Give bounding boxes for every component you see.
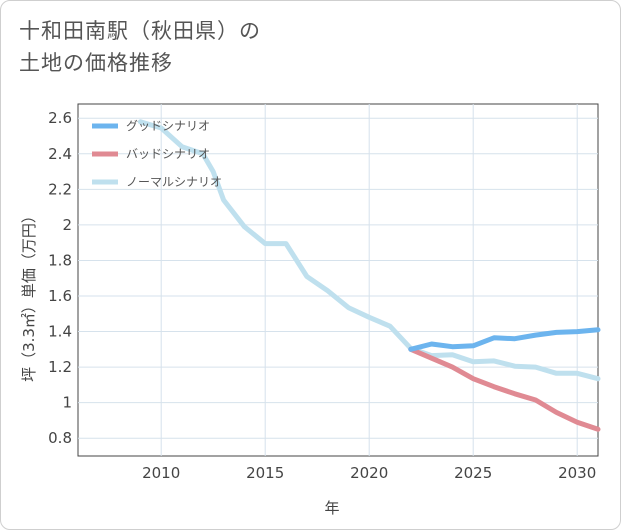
y-tick-label: 1.8 (48, 251, 72, 269)
legend-label: バッドシナリオ (126, 147, 210, 161)
y-axis-label: 坪（3.3㎡）単価（万円） (20, 208, 38, 382)
series-line-0 (408, 327, 601, 352)
y-tick-label: 2.2 (48, 180, 72, 198)
legend-label: ノーマルシナリオ (126, 175, 222, 189)
plot-area (77, 103, 599, 457)
y-tick-label: 2.4 (48, 145, 72, 163)
y-tick-label: 2.6 (48, 109, 72, 127)
x-tick-label: 2015 (246, 464, 284, 482)
chart-title-line-1: 十和田南駅（秋田県）の (19, 19, 261, 43)
series-line-2 (137, 119, 601, 382)
x-axis-label: 年 (324, 499, 339, 517)
x-axis-ticks: 2010 2015 2020 2025 2030 (142, 464, 596, 482)
series-lines (137, 119, 601, 432)
chart-title: 十和田南駅（秋田県）の 土地の価格推移 (19, 15, 261, 79)
x-tick-label: 2010 (142, 464, 180, 482)
y-tick-label: 1.2 (48, 358, 72, 376)
y-tick-label: 2 (62, 216, 72, 234)
x-tick-label: 2020 (350, 464, 388, 482)
y-tick-label: 1 (62, 394, 72, 412)
y-tick-label: 0.8 (48, 429, 72, 447)
chart-title-line-2: 土地の価格推移 (19, 51, 173, 75)
legend-label: グッドシナリオ (126, 119, 210, 133)
y-tick-label: 1.6 (48, 287, 72, 305)
x-tick-label: 2030 (558, 464, 596, 482)
y-tick-label: 1.4 (48, 323, 72, 341)
y-axis-ticks: 0.8 1 1.2 1.4 1.6 1.8 2 2.2 2.4 2.6 (48, 109, 72, 447)
series-line-1 (408, 346, 601, 432)
x-tick-label: 2025 (454, 464, 492, 482)
